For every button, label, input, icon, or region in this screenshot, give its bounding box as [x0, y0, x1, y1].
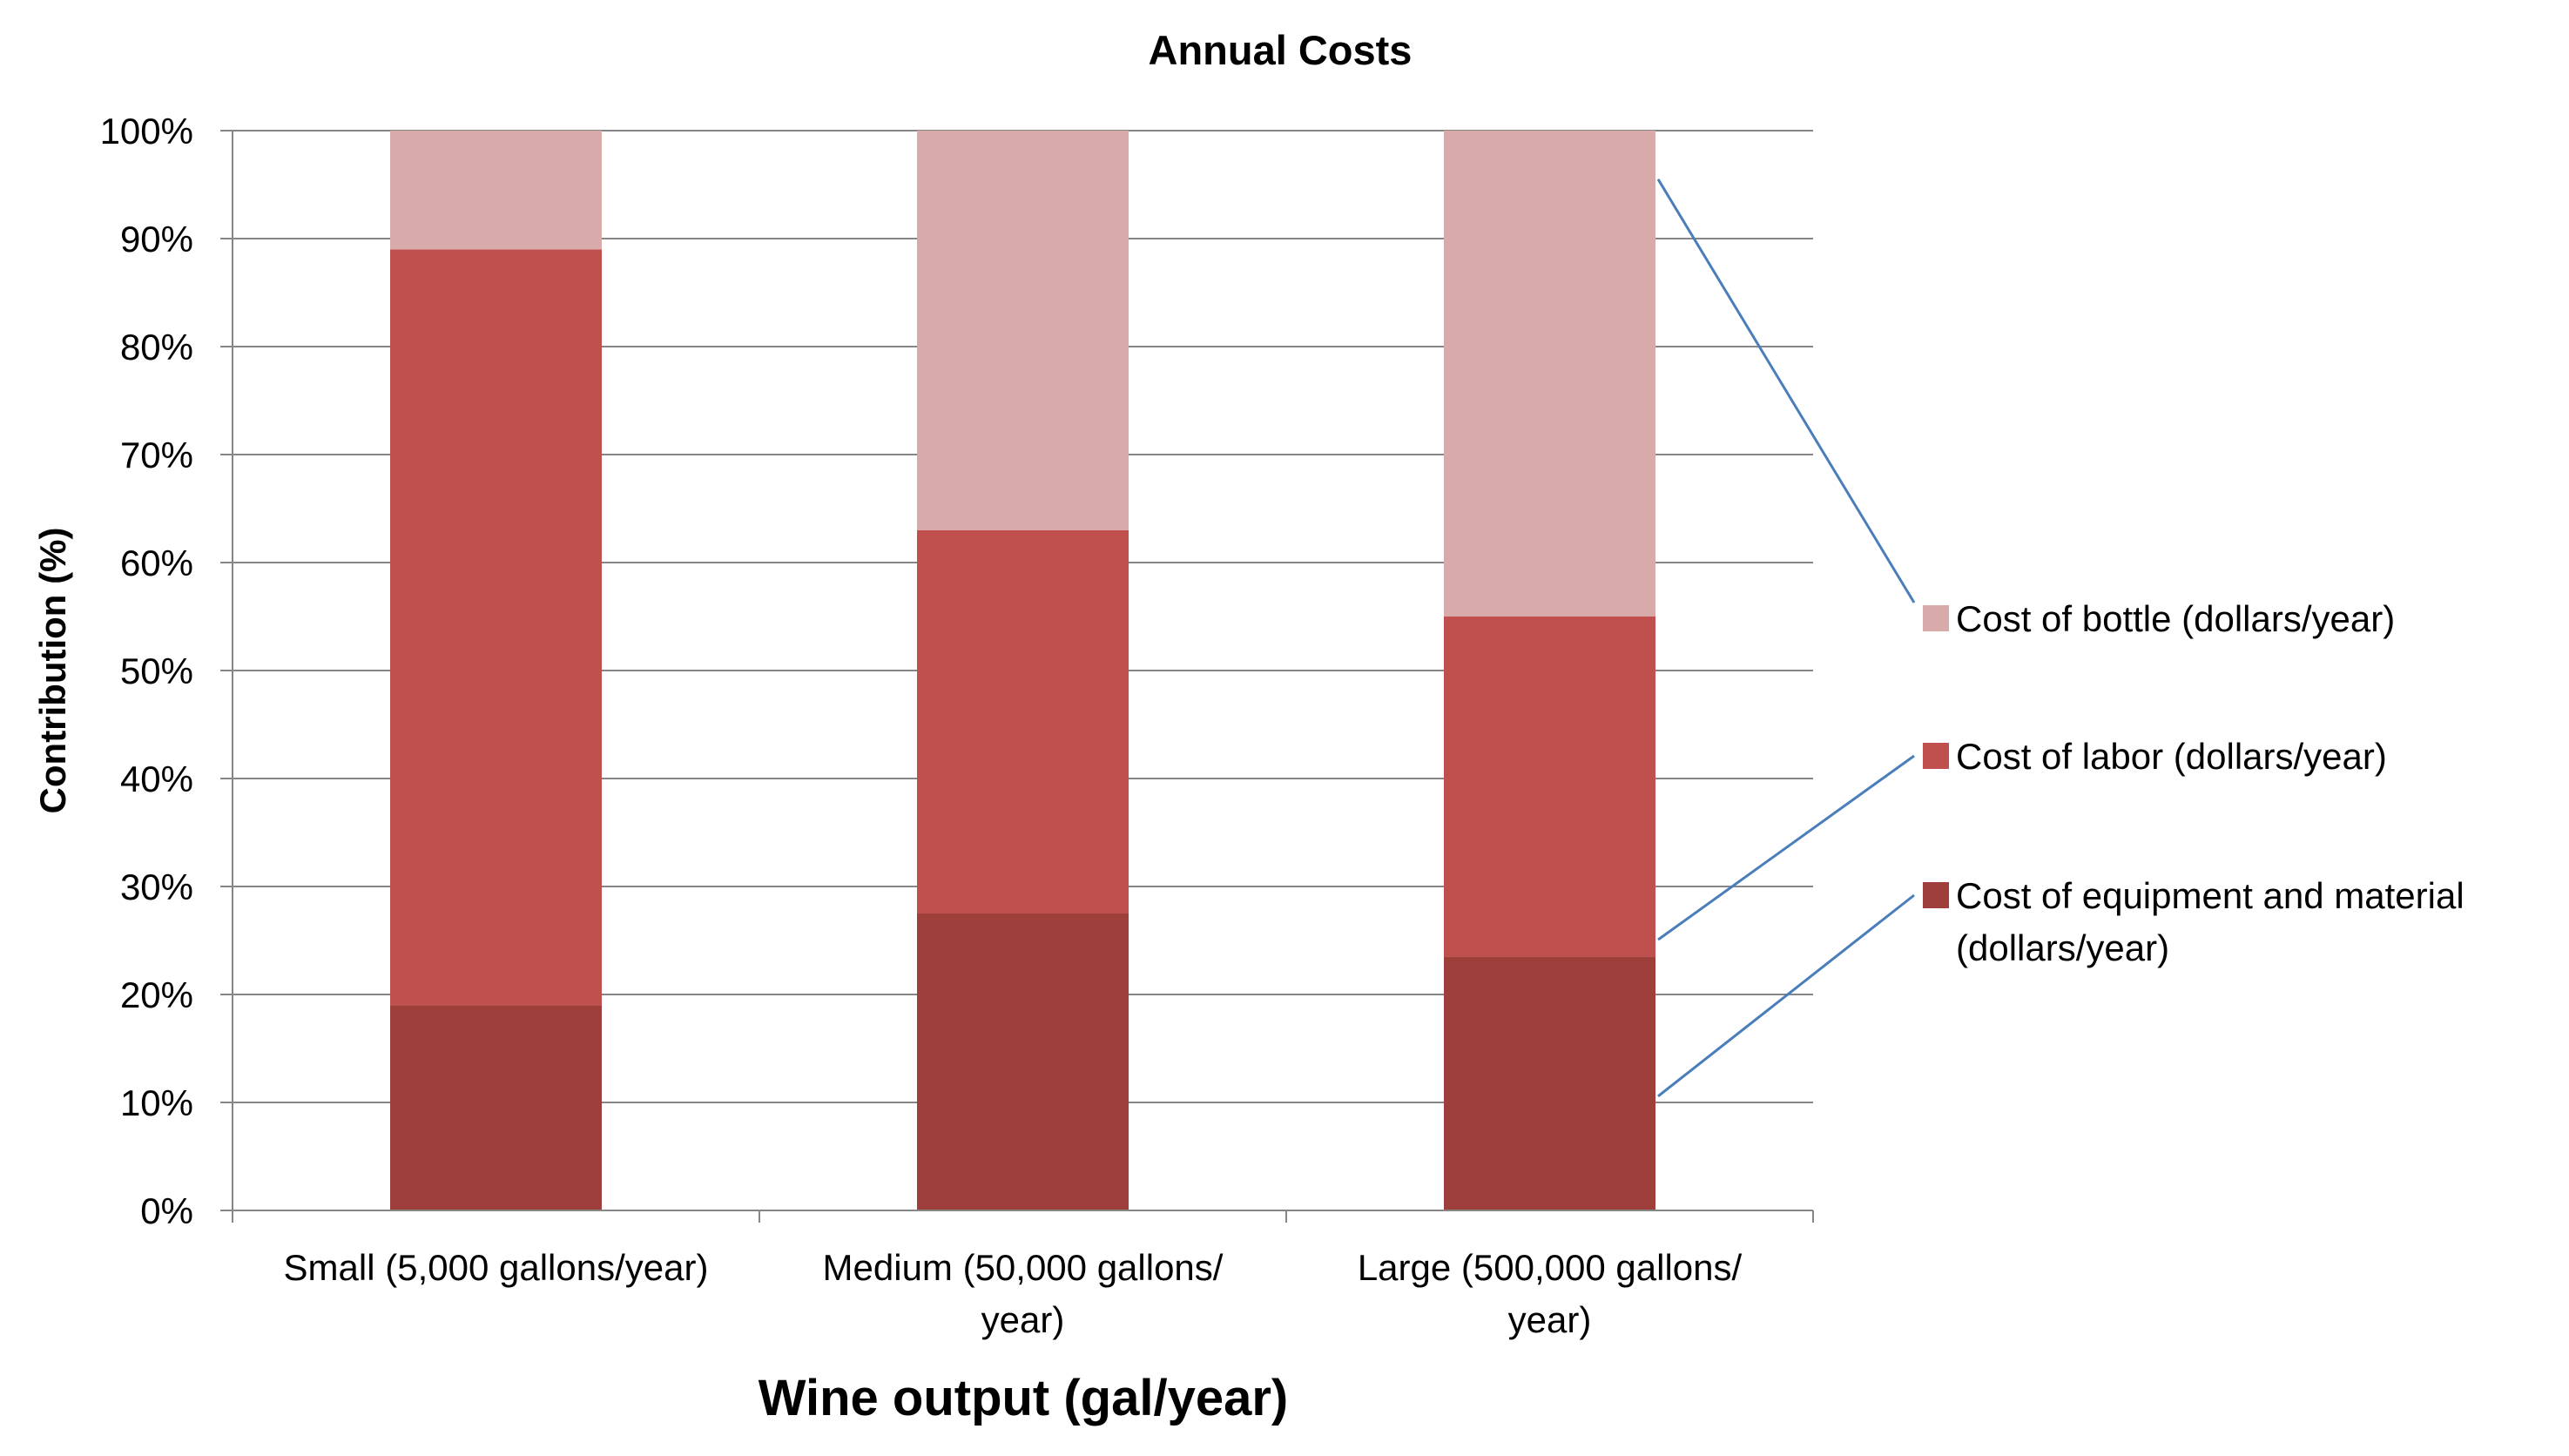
- y-tick-label: 30%: [120, 866, 193, 907]
- x-category-label: Large (500,000 gallons/year): [1358, 1247, 1743, 1340]
- legend-entry: Cost of bottle (dollars/year): [1656, 179, 2395, 639]
- x-categories: Small (5,000 gallons/year) Medium (50,000…: [284, 1247, 1743, 1340]
- legend-entry: Cost of equipment and material (dollars/y…: [1657, 875, 2464, 1098]
- x-category-label: Medium (50,000 gallons/year): [823, 1247, 1224, 1340]
- y-tick-label: 10%: [120, 1082, 193, 1123]
- bar-segment: [1444, 617, 1655, 957]
- y-ticks: 0% 10% 20% 30% 40% 50% 60% 70% 80% 90% 100%: [100, 111, 233, 1231]
- y-tick-label: 70%: [120, 435, 193, 475]
- legend-swatch: [1923, 605, 1949, 631]
- y-axis-label: Contribution (%): [32, 528, 73, 814]
- bar-segment: [1444, 956, 1655, 1210]
- x-category-label: Small (5,000 gallons/year): [284, 1247, 709, 1288]
- legend-leader-line: [1657, 893, 1915, 1098]
- legend-swatch: [1923, 743, 1949, 769]
- bar-segment: [1444, 131, 1655, 617]
- y-tick-label: 40%: [120, 758, 193, 799]
- legend-swatch: [1923, 882, 1949, 908]
- bars: [390, 131, 1655, 1210]
- legend-label: Cost of bottle (dollars/year): [1956, 598, 2395, 639]
- bar-segment: [917, 913, 1129, 1210]
- y-tick-label: 90%: [120, 219, 193, 260]
- x-axis-label: Wine output (gal/year): [759, 1370, 1289, 1426]
- y-tick-label: 0%: [140, 1190, 193, 1231]
- axes: [232, 131, 1814, 1223]
- legend-leader-line: [1656, 179, 1916, 603]
- legend-label: Cost of labor (dollars/year): [1956, 736, 2387, 777]
- legend-label: Cost of equipment and material (dollars/y…: [1956, 875, 2464, 968]
- legend: Cost of bottle (dollars/year) Cost of lab…: [1656, 179, 2464, 1098]
- y-tick-label: 60%: [120, 543, 193, 583]
- bar-segment: [390, 1005, 602, 1210]
- chart-title: Annual Costs: [1149, 27, 1413, 73]
- bar-segment: [390, 249, 602, 1006]
- legend-leader-line: [1657, 754, 1915, 941]
- bar-segment: [917, 529, 1129, 913]
- y-tick-label: 80%: [120, 327, 193, 367]
- y-tick-label: 100%: [100, 111, 193, 152]
- bar-segment: [917, 131, 1129, 530]
- bar-segment: [390, 131, 602, 250]
- y-tick-label: 20%: [120, 974, 193, 1015]
- y-tick-label: 50%: [120, 650, 193, 691]
- legend-entry: Cost of labor (dollars/year): [1657, 736, 2387, 941]
